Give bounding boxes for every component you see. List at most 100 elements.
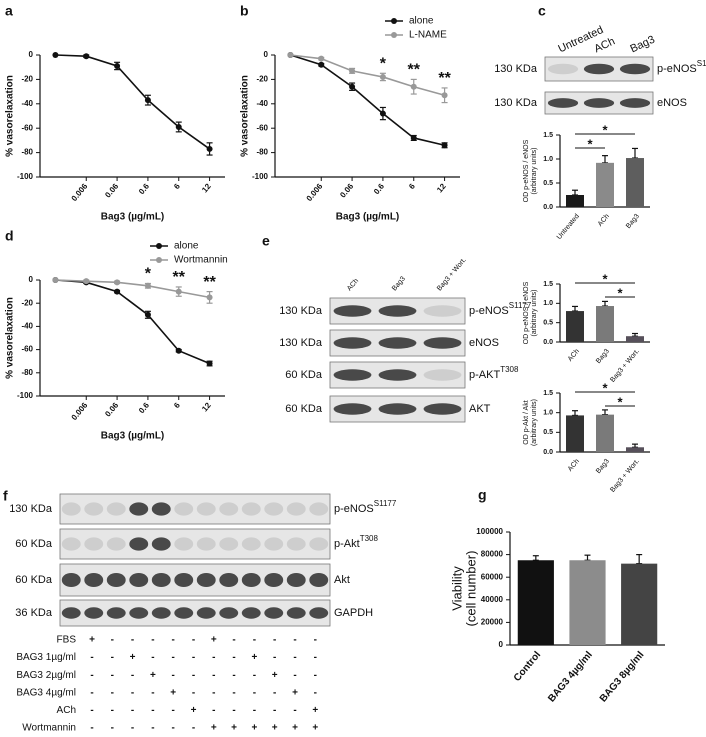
data-point — [379, 110, 386, 117]
mw-label: 60 KDa — [15, 538, 53, 550]
data-point — [410, 83, 417, 90]
treatment-mark: + — [191, 705, 197, 716]
blot-band — [219, 607, 239, 619]
protein-name: p-Akt — [334, 538, 360, 550]
blot-band — [378, 337, 417, 349]
legend-marker — [156, 257, 162, 263]
bar — [596, 414, 614, 452]
treatment-name: FBS — [57, 635, 77, 646]
blot-band — [547, 98, 579, 108]
data-point — [175, 288, 182, 295]
blot-band — [241, 502, 261, 516]
panel-label: b — [240, 3, 249, 19]
x-tick-label: Bag3 — [595, 458, 611, 475]
data-point — [114, 279, 121, 286]
treatment-mark: - — [111, 670, 114, 681]
x-tick-label: 0.06 — [103, 400, 120, 418]
treatment-mark: - — [314, 670, 317, 681]
error-bar — [572, 410, 578, 417]
data-point — [206, 145, 213, 152]
bar — [621, 563, 658, 645]
treatment-mark: + — [312, 705, 318, 716]
y-tick-label: -100 — [17, 391, 34, 400]
x-tick-label: 12 — [200, 181, 213, 194]
panel-label: f — [3, 488, 8, 504]
blot-band — [333, 369, 372, 381]
blot-band — [264, 537, 284, 551]
data-point — [206, 360, 213, 367]
blot-band — [84, 607, 104, 619]
y-tick-label: -40 — [21, 322, 33, 331]
treatment-mark: - — [192, 670, 195, 681]
blot-band — [309, 607, 329, 619]
treatment-mark: + — [272, 670, 278, 681]
bar — [626, 336, 644, 342]
treatment-mark: + — [211, 635, 217, 646]
treatment-mark: - — [111, 652, 114, 663]
data-point — [144, 97, 151, 104]
treatment-mark: - — [314, 652, 317, 663]
treatment-mark: - — [253, 687, 256, 698]
treatment-mark: - — [212, 705, 215, 716]
y-tick-label: 0.5 — [543, 429, 553, 436]
significance: * — [380, 56, 387, 73]
blot-band — [106, 537, 126, 551]
series-line — [290, 54, 445, 147]
protein-site: S1177 — [697, 59, 706, 68]
treatment-mark: - — [212, 687, 215, 698]
y-axis-label: (arbitrary units) — [531, 289, 538, 336]
x-tick-label: 12 — [200, 400, 213, 413]
blot-band — [84, 502, 104, 516]
error-bar — [572, 189, 578, 196]
protein-name: p-eNOS — [657, 63, 697, 75]
y-tick-label: 1.0 — [543, 300, 553, 307]
treatment-mark: - — [131, 687, 134, 698]
blot-band — [219, 502, 239, 516]
blot-band — [129, 572, 149, 588]
error-bar — [632, 147, 638, 159]
treatment-mark: - — [151, 635, 154, 646]
treatment-mark: - — [111, 705, 114, 716]
x-tick-label: Control — [512, 649, 543, 683]
blot-band — [423, 337, 462, 349]
bar — [566, 415, 584, 452]
treatment-mark: - — [293, 705, 296, 716]
y-tick-label: 1.0 — [543, 156, 553, 163]
blot-band — [423, 369, 462, 381]
y-axis-label: (arbitrary units) — [531, 399, 538, 446]
treatment-mark: - — [151, 652, 154, 663]
treatment-mark: + — [292, 723, 298, 734]
significance: ** — [173, 269, 186, 286]
y-tick-label: 1.5 — [543, 281, 553, 288]
y-tick-label: 0 — [29, 275, 34, 284]
mw-label: 130 KDa — [9, 503, 53, 515]
protein-name: p-eNOS — [334, 503, 374, 515]
treatment-mark: - — [172, 705, 175, 716]
y-axis-label: (arbitrary units) — [531, 147, 538, 194]
mw-label: 60 KDa — [285, 369, 323, 381]
bar — [566, 195, 584, 207]
data-point — [114, 62, 121, 69]
protein-label: eNOS — [657, 97, 687, 109]
blot-band — [547, 63, 579, 75]
panel-label: g — [478, 487, 487, 503]
y-axis-label: % vasorelaxation — [240, 75, 251, 157]
x-tick-label: Untreated — [556, 213, 581, 241]
treatment-mark: - — [90, 705, 93, 716]
treatment-mark: - — [172, 652, 175, 663]
bar — [569, 560, 606, 645]
treatment-mark: - — [90, 723, 93, 734]
blot-band — [333, 305, 372, 317]
protein-label: eNOS — [469, 337, 499, 349]
data-point — [441, 142, 448, 149]
blot-band — [129, 607, 149, 619]
treatment-mark: - — [192, 687, 195, 698]
lane-label: Bag3 — [391, 275, 407, 292]
treatment-mark: - — [273, 652, 276, 663]
blot-band — [241, 537, 261, 551]
blot-strip — [59, 528, 331, 560]
treatment-name: ACh — [57, 705, 76, 716]
treatment-mark: - — [273, 687, 276, 698]
mw-label: 36 KDa — [15, 607, 53, 619]
y-axis-label: % vasorelaxation — [5, 75, 16, 157]
